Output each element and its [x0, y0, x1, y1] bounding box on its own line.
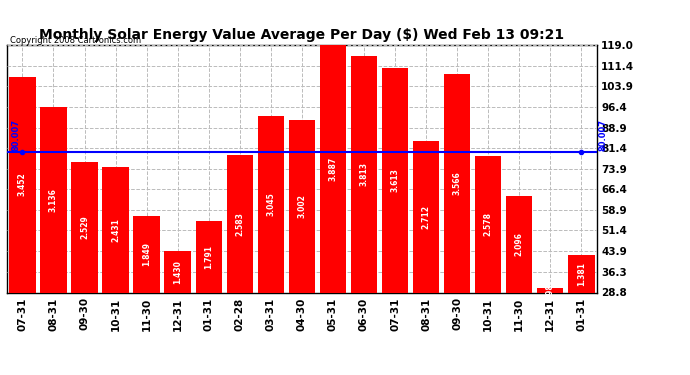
Title: Monthly Solar Energy Value Average Per Day ($) Wed Feb 13 09:21: Monthly Solar Energy Value Average Per D…: [39, 28, 564, 42]
Bar: [413, 141, 440, 292]
Bar: [195, 221, 222, 292]
Text: 3.045: 3.045: [266, 192, 275, 216]
Bar: [133, 216, 160, 292]
Bar: [164, 251, 191, 292]
Text: 2.583: 2.583: [235, 212, 244, 236]
Bar: [382, 68, 408, 292]
Text: 3.813: 3.813: [359, 162, 368, 186]
Text: 3.887: 3.887: [328, 157, 337, 181]
Text: 1.430: 1.430: [173, 260, 182, 284]
Bar: [40, 107, 67, 292]
Text: 3.452: 3.452: [18, 172, 27, 196]
Text: 3.136: 3.136: [49, 188, 58, 212]
Text: 2.578: 2.578: [484, 212, 493, 236]
Bar: [568, 255, 595, 292]
Bar: [257, 116, 284, 292]
Bar: [288, 120, 315, 292]
Text: 0.987: 0.987: [546, 278, 555, 302]
Text: Copyright 2008 Cartronics.com: Copyright 2008 Cartronics.com: [10, 36, 141, 45]
Text: 1.849: 1.849: [142, 243, 151, 267]
Text: 1.381: 1.381: [577, 262, 586, 286]
Text: 2.096: 2.096: [515, 232, 524, 256]
Text: 80.007: 80.007: [12, 118, 21, 151]
Text: 1.791: 1.791: [204, 245, 213, 269]
Bar: [537, 288, 564, 292]
Bar: [506, 196, 533, 292]
Bar: [319, 45, 346, 292]
Bar: [9, 76, 36, 292]
Text: 3.002: 3.002: [297, 195, 306, 218]
Text: 80.007: 80.007: [598, 118, 607, 151]
Bar: [71, 162, 98, 292]
Bar: [102, 167, 129, 292]
Text: 2.712: 2.712: [422, 205, 431, 229]
Text: 3.613: 3.613: [391, 168, 400, 192]
Bar: [444, 74, 471, 292]
Bar: [351, 56, 377, 292]
Bar: [226, 155, 253, 292]
Bar: [475, 156, 502, 292]
Text: 3.566: 3.566: [453, 171, 462, 195]
Text: 2.431: 2.431: [111, 218, 120, 242]
Text: 2.529: 2.529: [80, 215, 89, 239]
